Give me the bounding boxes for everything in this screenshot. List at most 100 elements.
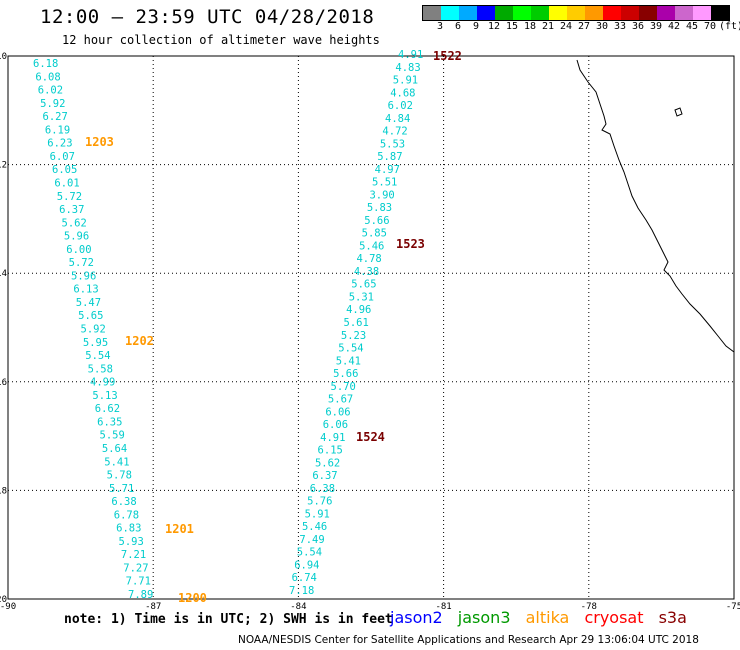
lat-tick-label: -16 bbox=[0, 378, 7, 388]
legend-swatch bbox=[531, 6, 549, 20]
track-b-value: 4.83 bbox=[395, 62, 420, 74]
track-a-value: 6.18 bbox=[33, 58, 58, 70]
legend-swatch bbox=[621, 6, 639, 20]
track-b-value: 4.97 bbox=[375, 164, 400, 176]
legend-swatch bbox=[513, 6, 531, 20]
legend-label: 3 bbox=[436, 21, 444, 32]
legend-label: 36 bbox=[631, 21, 645, 32]
legend-swatch bbox=[477, 6, 495, 20]
track-b-value: 6.06 bbox=[325, 406, 350, 418]
track-a-value: 6.78 bbox=[114, 509, 139, 521]
track-a-value: 7.89 bbox=[128, 589, 153, 601]
track-a-value: 7.21 bbox=[121, 549, 146, 561]
track-a-value: 5.64 bbox=[102, 443, 127, 455]
legend-swatch bbox=[603, 6, 621, 20]
track-a-value: 6.83 bbox=[116, 523, 141, 535]
track-a-value: 6.08 bbox=[35, 71, 60, 83]
legend-swatch bbox=[549, 6, 567, 20]
track-b-value: 4.78 bbox=[356, 253, 381, 265]
legend-swatch bbox=[657, 6, 675, 20]
lat-tick-label: -18 bbox=[0, 486, 7, 496]
track-b-value: 5.23 bbox=[341, 330, 366, 342]
track-b-value: 6.15 bbox=[318, 445, 343, 457]
color-legend-bar bbox=[422, 5, 730, 21]
track-b-value: 5.65 bbox=[351, 279, 376, 291]
legend-label: 27 bbox=[577, 21, 591, 32]
track-b-value: 5.54 bbox=[297, 547, 322, 559]
legend-swatch bbox=[639, 6, 657, 20]
track-a-value: 5.96 bbox=[64, 231, 89, 243]
legend-label: 39 bbox=[649, 21, 663, 32]
time-label: 1202 bbox=[125, 334, 154, 348]
legend-label: 9 bbox=[472, 21, 480, 32]
track-b-value: 5.61 bbox=[344, 317, 369, 329]
time-labels: 1522 1203 1523 1202 1524 1201 1200 bbox=[85, 49, 462, 605]
track-b-value: 5.54 bbox=[338, 343, 363, 355]
track-b-value: 5.41 bbox=[336, 355, 361, 367]
legend-swatch bbox=[711, 6, 729, 20]
track-a-value: 5.92 bbox=[40, 98, 65, 110]
page-subtitle: 12 hour collection of altimeter wave hei… bbox=[62, 33, 380, 47]
legend-label: 6 bbox=[454, 21, 462, 32]
track-b-value: 6.74 bbox=[292, 572, 317, 584]
track-b-value: 5.31 bbox=[349, 291, 374, 303]
time-label: 1200 bbox=[178, 591, 207, 605]
time-label: 1522 bbox=[433, 49, 462, 63]
track-a-value: 5.13 bbox=[92, 390, 117, 402]
footer-note: note: 1) Time is in UTC; 2) SWH is in fe… bbox=[64, 612, 393, 627]
satellite-altika: altika bbox=[525, 608, 570, 627]
track-b-value: 5.87 bbox=[377, 151, 402, 163]
track-b-value: 6.38 bbox=[310, 483, 335, 495]
track-b-value: 4.91 bbox=[398, 49, 423, 61]
track-a-value: 6.05 bbox=[52, 164, 77, 176]
legend-swatch bbox=[459, 6, 477, 20]
track-a-value: 5.62 bbox=[62, 217, 87, 229]
track-a-value: 5.59 bbox=[100, 430, 125, 442]
track-b-value: 4.72 bbox=[382, 126, 407, 138]
time-label: 1523 bbox=[396, 237, 425, 251]
track-a-value: 6.01 bbox=[54, 177, 79, 189]
track-b-value: 5.91 bbox=[393, 75, 418, 87]
track-a-value: 5.92 bbox=[81, 324, 106, 336]
page-title: 12:00 — 23:59 UTC 04/28/2018 bbox=[40, 6, 375, 28]
track-a-value: 6.19 bbox=[45, 124, 70, 136]
track-a-value: 5.93 bbox=[119, 536, 144, 548]
track-b-value: 6.94 bbox=[294, 559, 319, 571]
time-label: 1524 bbox=[356, 430, 385, 444]
legend-label: 15 bbox=[505, 21, 519, 32]
track-b-value: 4.68 bbox=[390, 87, 415, 99]
lat-tick-label: -12 bbox=[0, 161, 7, 171]
track-a: 6.186.086.025.926.276.196.236.076.056.01… bbox=[33, 58, 153, 601]
lon-tick-label: -84 bbox=[290, 602, 306, 612]
satellite-legend: jason2 jason3 altika cryosat s3a bbox=[390, 608, 697, 627]
track-b-value: 7.49 bbox=[299, 534, 324, 546]
track-b-value: 5.83 bbox=[367, 202, 392, 214]
map-grid bbox=[7, 55, 735, 600]
track-a-value: 5.72 bbox=[57, 191, 82, 203]
time-label: 1203 bbox=[85, 135, 114, 149]
track-b-value: 5.66 bbox=[333, 368, 358, 380]
track-b-value: 5.66 bbox=[364, 215, 389, 227]
legend-label: 30 bbox=[595, 21, 609, 32]
track-b-value: 5.91 bbox=[305, 508, 330, 520]
legend-label: 33 bbox=[613, 21, 627, 32]
legend-swatch bbox=[495, 6, 513, 20]
time-label: 1201 bbox=[165, 522, 194, 536]
track-a-value: 5.54 bbox=[85, 350, 110, 362]
track-b-value: 4.38 bbox=[354, 266, 379, 278]
satellite-jason2: jason2 bbox=[390, 608, 443, 627]
track-a-value: 7.71 bbox=[126, 576, 151, 588]
legend-label: (ft) bbox=[719, 21, 740, 32]
track-b-value: 5.67 bbox=[328, 394, 353, 406]
track-b-value: 6.06 bbox=[323, 419, 348, 431]
credit-line: NOAA/NESDIS Center for Satellite Applica… bbox=[238, 634, 699, 646]
track-b-value: 5.53 bbox=[380, 138, 405, 150]
satellite-s3a: s3a bbox=[658, 608, 687, 627]
legend-swatch bbox=[423, 6, 441, 20]
track-a-value: 6.13 bbox=[73, 284, 98, 296]
track-b-value: 7.18 bbox=[289, 585, 314, 597]
track-b-value: 5.76 bbox=[307, 496, 332, 508]
track-b-value: 5.70 bbox=[331, 381, 356, 393]
lat-tick-label: -14 bbox=[0, 269, 7, 279]
track-a-value: 5.41 bbox=[104, 456, 129, 468]
